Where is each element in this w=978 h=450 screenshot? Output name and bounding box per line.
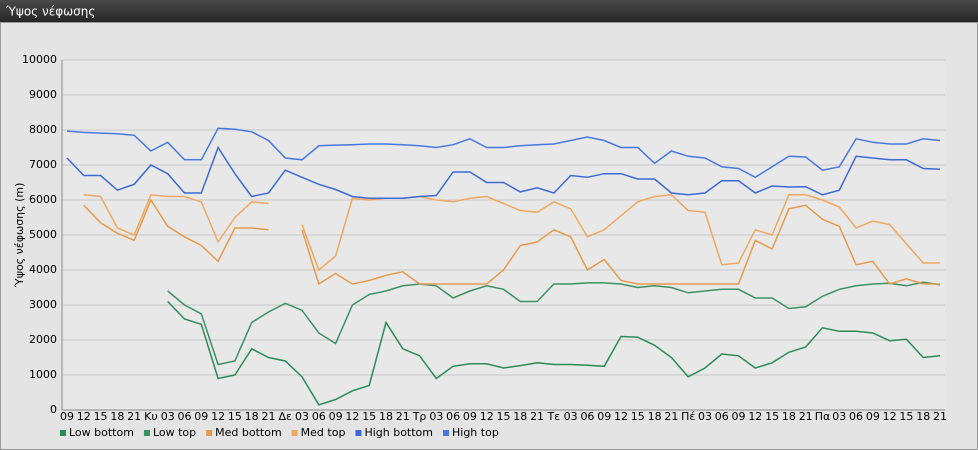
x-tick-label: 06 [178,410,192,423]
series-line [66,127,941,179]
x-tick-label: 21 [530,410,544,423]
x-tick-label: Δε [279,410,293,423]
x-tick-label: 21 [664,410,678,423]
y-tick-label: 10000 [22,53,57,66]
x-tick-label: 06 [446,410,460,423]
x-tick-label: 03 [161,410,175,423]
x-tick-label: 06 [849,410,863,423]
x-tick-label: 03 [429,410,443,423]
y-tick-label: 3000 [29,298,57,311]
x-tick-label: 21 [127,410,141,423]
x-tick-label: Κυ [144,410,158,423]
x-tick-label: 18 [916,410,930,423]
x-tick-label: Πέ [681,410,695,423]
x-tick-label: 21 [396,410,410,423]
y-tick-label: 6000 [29,193,57,206]
x-tick-label: 06 [312,410,326,423]
y-tick-label: 0 [50,403,57,416]
x-tick-label: 15 [362,410,376,423]
legend-swatch [60,430,66,436]
legend-label: Low bottom [69,426,134,439]
x-tick-label: 18 [379,410,393,423]
x-tick-label: 06 [580,410,594,423]
x-tick-label: 06 [715,410,729,423]
x-tick-label: 12 [345,410,359,423]
y-tick-label: 2000 [29,333,57,346]
x-tick-label: 12 [480,410,494,423]
y-tick-label: 4000 [29,263,57,276]
x-tick-label: 09 [732,410,746,423]
x-tick-label: 18 [245,410,259,423]
x-tick-label: 12 [614,410,628,423]
legend-label: High top [452,426,499,439]
x-tick-label: 18 [782,410,796,423]
legend-swatch [355,430,362,436]
title-bar [0,0,978,22]
x-tick-label: 09 [329,410,343,423]
series-line [83,198,940,286]
x-tick-label: Τρ [412,410,427,423]
x-tick-label: 15 [497,410,511,423]
y-tick-label: 9000 [29,88,57,101]
legend-swatch [443,430,449,436]
y-tick-label: 5000 [29,228,57,241]
y-axis-label: Ύψος νέφωσης (m) [13,183,26,289]
legend-label: Low top [153,426,196,439]
legend-label: Med top [301,426,346,439]
x-tick-label: Πα [815,410,831,423]
x-tick-label: 12 [77,410,91,423]
legend-swatch [143,430,150,436]
x-tick-label: 09 [866,410,880,423]
x-tick-label: 03 [832,410,846,423]
x-tick-label: 03 [295,410,309,423]
x-tick-label: 12 [211,410,225,423]
x-tick-label: 12 [748,410,762,423]
x-tick-label: 18 [648,410,662,423]
x-tick-label: 21 [933,410,947,423]
y-tick-label: 1000 [29,368,57,381]
x-tick-label: 15 [94,410,108,423]
x-tick-label: 03 [698,410,712,423]
x-tick-label: 12 [883,410,897,423]
legend-swatch [291,430,298,436]
x-tick-label: 18 [110,410,124,423]
chart-title: Ύψος νέφωσης [5,5,95,19]
x-tick-label: 18 [513,410,527,423]
x-tick-label: 03 [564,410,578,423]
y-tick-label: 8000 [29,123,57,136]
series-line [167,281,941,366]
x-tick-label: 09 [597,410,611,423]
x-tick-label: 09 [194,410,208,423]
series-line [66,145,941,200]
legend-swatch [206,430,213,436]
legend-label: Med bottom [215,426,282,439]
x-tick-label: 15 [631,410,645,423]
x-tick-label: 15 [765,410,779,423]
series-line [167,300,941,406]
legend-label: High bottom [364,426,433,439]
x-tick-label: 09 [463,410,477,423]
y-tick-label: 7000 [29,158,57,171]
x-tick-label: 15 [899,410,913,423]
x-tick-label: 09 [60,410,74,423]
x-tick-label: Τε [547,410,561,423]
x-tick-label: 15 [228,410,242,423]
x-tick-label: 21 [799,410,813,423]
x-tick-label: 21 [261,410,275,423]
